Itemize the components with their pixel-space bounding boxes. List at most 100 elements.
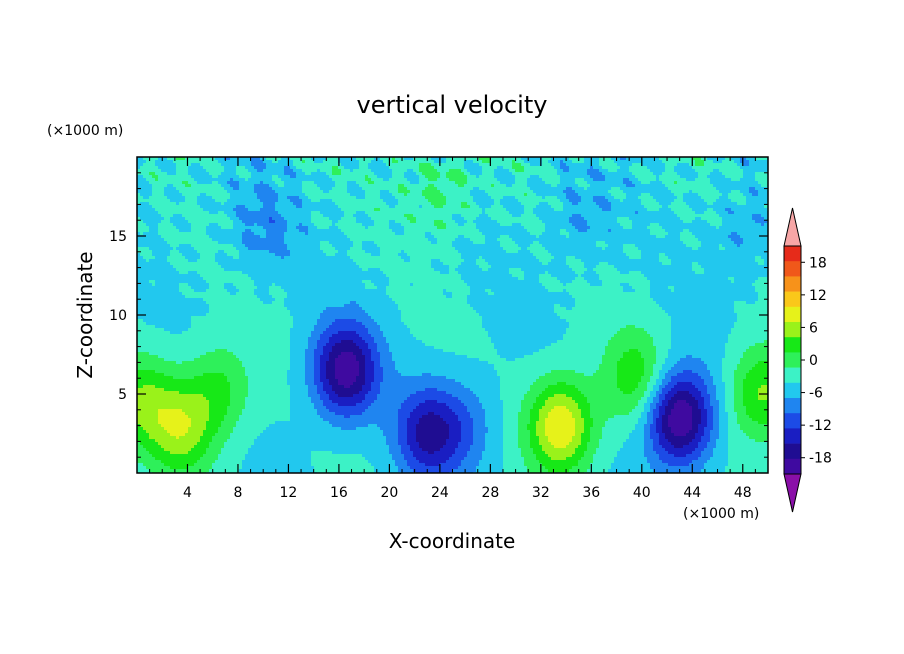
field-cell (299, 184, 303, 188)
field-cell (653, 163, 657, 167)
field-cell (524, 160, 528, 164)
field-cell (653, 160, 657, 164)
field-cell (137, 166, 141, 170)
field-cell (509, 160, 513, 164)
field-cell (359, 220, 363, 224)
field-cell (371, 202, 375, 206)
field-cell (683, 214, 687, 218)
field-cell (527, 160, 531, 164)
field-cell (746, 169, 750, 173)
field-cell (143, 163, 147, 167)
field-cell (323, 169, 327, 173)
field-cell (566, 202, 570, 206)
field-cell (719, 163, 723, 167)
field-cell (419, 169, 423, 173)
field-cell (464, 163, 468, 167)
field-cell (443, 175, 447, 179)
field-cell (323, 214, 327, 218)
field-cell (743, 217, 747, 221)
field-cell (164, 220, 168, 224)
field-cell (719, 169, 723, 173)
field-cell (635, 175, 639, 179)
field-cell (350, 208, 354, 212)
field-cell (311, 208, 315, 212)
field-cell (566, 199, 570, 203)
field-cell (584, 205, 588, 209)
field-cell (338, 172, 342, 176)
field-cell (341, 190, 345, 194)
field-cell (554, 181, 558, 185)
field-cell (740, 166, 744, 170)
field-cell (239, 217, 243, 221)
field-cell (671, 214, 675, 218)
field-cell (395, 187, 399, 191)
field-cell (167, 208, 171, 212)
field-cell (521, 196, 525, 200)
field-cell (632, 169, 636, 173)
field-cell (236, 181, 240, 185)
field-cell (344, 217, 348, 221)
field-cell (263, 199, 267, 203)
field-cell (668, 202, 672, 206)
field-cell (569, 205, 573, 209)
field-cell (656, 196, 660, 200)
field-cell (515, 169, 519, 173)
field-cell (416, 166, 420, 170)
field-cell (137, 226, 141, 230)
field-cell (506, 169, 510, 173)
field-cell (659, 202, 663, 206)
field-cell (299, 160, 303, 164)
field-cell (410, 217, 414, 221)
field-cell (140, 193, 144, 197)
field-cell (518, 211, 522, 215)
field-cell (140, 202, 144, 206)
field-cell (695, 223, 699, 227)
field-cell (449, 202, 453, 206)
field-cell (467, 187, 471, 191)
field-cell (653, 175, 657, 179)
field-cell (419, 208, 423, 212)
field-cell (245, 175, 249, 179)
field-cell (755, 184, 759, 188)
field-cell (581, 166, 585, 170)
field-cell (503, 205, 507, 209)
field-cell (605, 184, 609, 188)
field-cell (488, 184, 492, 188)
field-cell (161, 199, 165, 203)
field-cell (731, 208, 735, 212)
field-cell (602, 217, 606, 221)
field-cell (497, 187, 501, 191)
field-cell (311, 202, 315, 206)
field-cell (386, 184, 390, 188)
field-cell (251, 220, 255, 224)
field-cell (551, 220, 555, 224)
field-cell (140, 184, 144, 188)
field-cell (215, 175, 219, 179)
field-cell (593, 169, 597, 173)
field-cell (746, 223, 750, 227)
field-cell (530, 166, 534, 170)
field-cell (194, 199, 198, 203)
field-cell (701, 181, 705, 185)
field-cell (665, 184, 669, 188)
field-cell (476, 214, 480, 218)
field-cell (146, 223, 150, 227)
field-cell (152, 169, 156, 173)
field-cell (686, 196, 690, 200)
field-cell (584, 220, 588, 224)
field-cell (236, 217, 240, 221)
field-cell (755, 205, 759, 209)
field-cell (323, 220, 327, 224)
field-cell (458, 199, 462, 203)
field-cell (173, 226, 177, 230)
field-cell (455, 205, 459, 209)
field-cell (365, 199, 369, 203)
field-cell (230, 196, 234, 200)
field-cell (758, 190, 762, 194)
field-cell (593, 202, 597, 206)
field-cell (440, 202, 444, 206)
field-cell (464, 205, 468, 209)
field-cell (146, 166, 150, 170)
field-cell (167, 160, 171, 164)
field-cell (221, 205, 225, 209)
